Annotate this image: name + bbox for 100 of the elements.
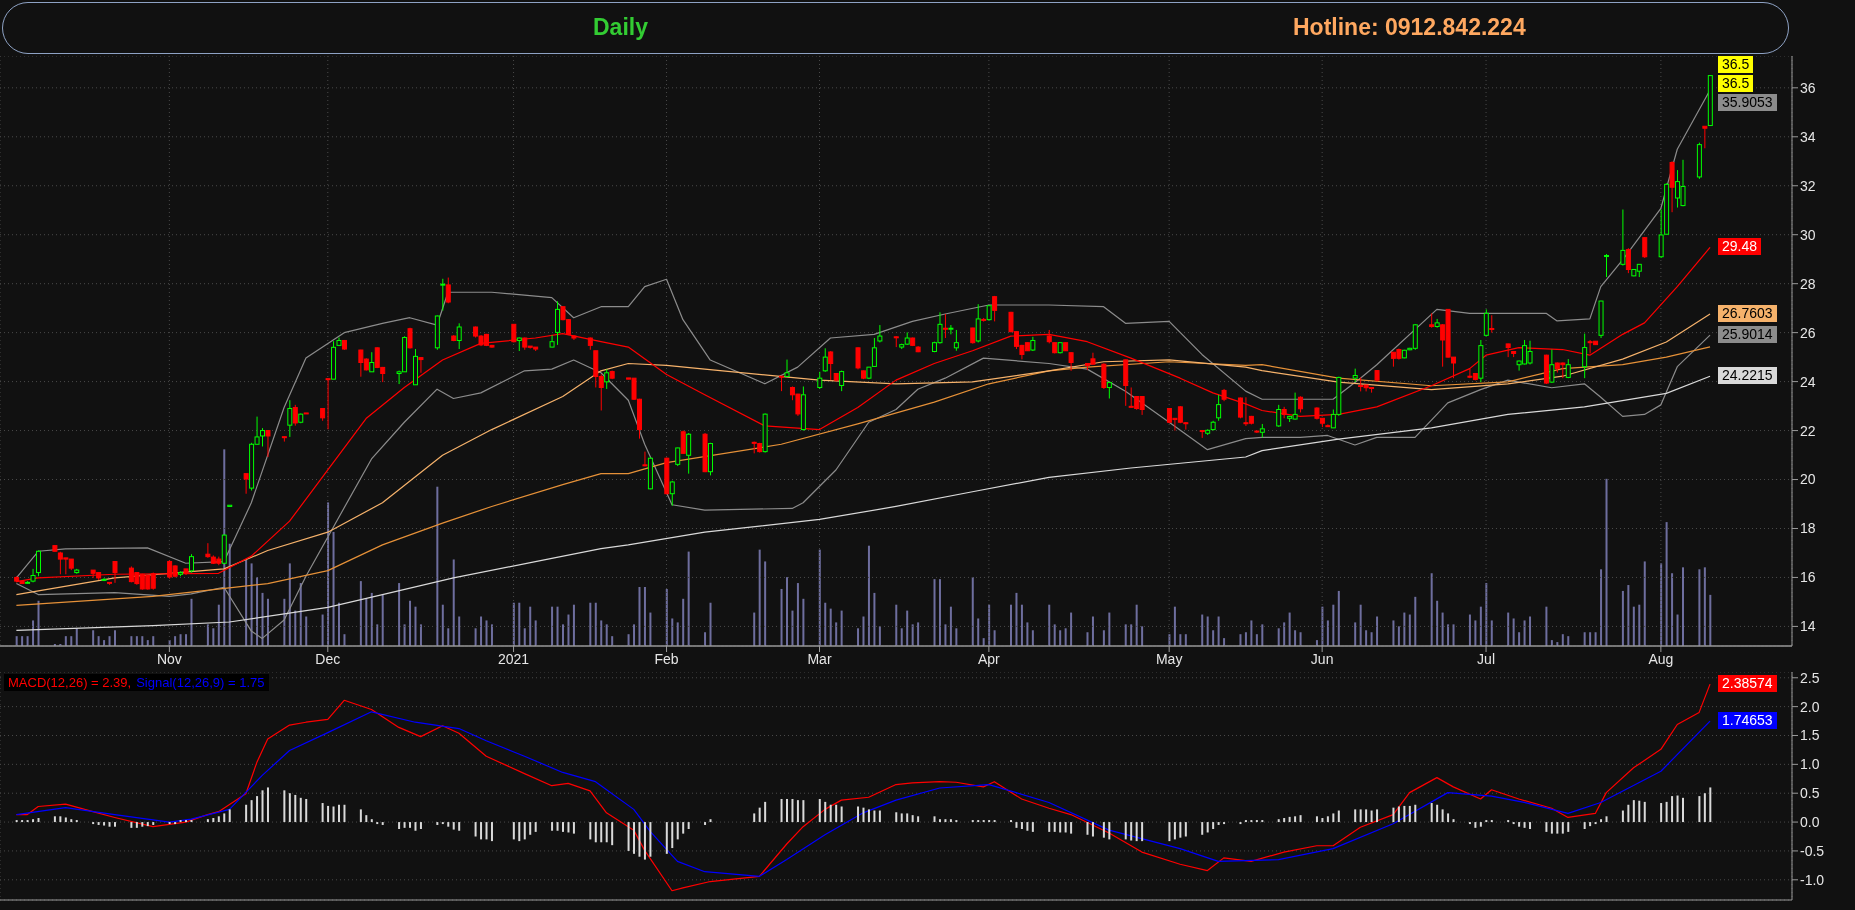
y-tick-label: 16 <box>1800 569 1816 586</box>
bar <box>370 819 373 823</box>
text: MACD(12,26) = 2.39, <box>8 675 132 690</box>
bar <box>1638 800 1641 823</box>
bar <box>1223 822 1226 825</box>
bar <box>381 594 384 646</box>
bar <box>343 804 346 823</box>
bar <box>1020 604 1023 646</box>
bar <box>1567 822 1570 832</box>
bar <box>1250 620 1253 646</box>
bar <box>1212 822 1215 829</box>
bar <box>414 606 417 646</box>
bar <box>676 822 679 840</box>
bar <box>556 606 559 646</box>
bar <box>1255 634 1258 646</box>
bar <box>414 822 417 831</box>
bar <box>365 815 368 823</box>
bar <box>1031 822 1034 832</box>
bar <box>1370 810 1373 823</box>
y-tick-label: 20 <box>1800 471 1816 488</box>
bar <box>1294 630 1297 646</box>
bar <box>1337 810 1340 823</box>
bar <box>627 822 630 851</box>
bar <box>567 822 570 833</box>
bar <box>288 793 291 823</box>
bar <box>840 806 843 823</box>
bar <box>1168 822 1171 842</box>
bar <box>1632 800 1635 823</box>
bar <box>529 822 532 835</box>
bar <box>338 602 340 646</box>
bar <box>605 624 608 646</box>
y-tick-label: 22 <box>1800 422 1816 439</box>
bar <box>594 602 597 646</box>
bar <box>594 822 597 843</box>
bar <box>1621 810 1624 823</box>
bar <box>294 794 297 823</box>
bar <box>835 804 838 823</box>
bar <box>753 612 756 646</box>
bar <box>365 598 368 646</box>
bar <box>370 592 373 646</box>
y-tick-label: 1.5 <box>1800 727 1820 744</box>
bar <box>250 563 253 646</box>
bar <box>1567 636 1570 646</box>
bar <box>791 610 794 646</box>
bar <box>1676 795 1679 823</box>
bar <box>1507 612 1510 646</box>
bar <box>288 563 291 646</box>
bar <box>1436 804 1439 823</box>
x-tick-label: Dec <box>315 650 341 667</box>
bar <box>1354 809 1357 823</box>
candlestick <box>1325 423 1331 428</box>
bar <box>447 628 450 646</box>
candlestick <box>871 337 877 368</box>
bar <box>97 822 100 825</box>
candlestick <box>265 430 271 458</box>
bar <box>1321 818 1324 823</box>
bar <box>217 604 220 646</box>
bar <box>1589 632 1592 646</box>
bar <box>1605 478 1608 646</box>
bar <box>21 820 24 823</box>
candlestick <box>953 329 959 352</box>
text: Hotline: 0912.842.224 <box>1293 14 1526 41</box>
bar <box>824 602 827 646</box>
bar <box>92 822 95 825</box>
bar <box>447 822 450 827</box>
text: Signal(12,26,9) = 1.75 <box>136 675 265 690</box>
candlestick <box>642 451 648 467</box>
bar <box>1468 614 1471 646</box>
bar <box>1545 606 1548 646</box>
bar <box>1217 616 1220 646</box>
bar <box>1239 634 1242 646</box>
bar <box>152 636 155 646</box>
bar <box>1070 822 1073 834</box>
bar <box>64 636 67 646</box>
candlestick <box>440 278 446 312</box>
bar <box>458 822 461 831</box>
bar <box>643 822 646 860</box>
bar <box>1397 626 1400 646</box>
bar <box>1474 620 1477 646</box>
bar <box>589 602 592 646</box>
annotation: 1.74653 <box>1718 712 1777 730</box>
bar <box>933 579 936 646</box>
bar <box>403 822 406 828</box>
bar <box>796 583 799 646</box>
candlestick <box>992 295 998 322</box>
candlestick <box>1604 253 1610 278</box>
bar <box>917 816 920 823</box>
bar <box>895 812 898 823</box>
bar <box>611 636 614 646</box>
candlestick <box>1101 362 1107 390</box>
bar <box>1173 606 1176 646</box>
bar <box>103 822 106 826</box>
bar <box>1452 624 1455 646</box>
bar <box>266 598 269 646</box>
candlestick <box>243 473 249 495</box>
bar <box>261 790 264 823</box>
bar <box>1130 822 1133 841</box>
bar <box>1671 573 1674 646</box>
bar <box>223 813 226 823</box>
bar <box>1217 822 1220 825</box>
